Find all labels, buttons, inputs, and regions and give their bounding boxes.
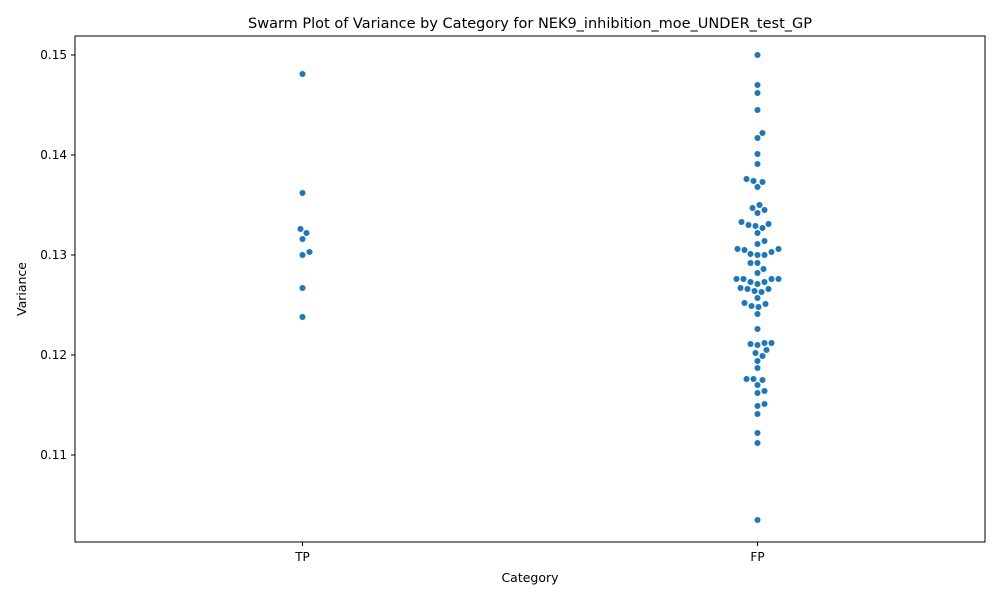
data-point	[754, 381, 761, 389]
data-point	[756, 201, 763, 209]
data-point	[758, 288, 765, 296]
data-point	[747, 250, 754, 258]
data-point	[748, 302, 755, 310]
y-tick-label: 0.15	[40, 48, 67, 62]
data-point	[299, 189, 306, 197]
data-point	[759, 178, 766, 186]
data-point	[754, 209, 761, 217]
data-point	[754, 106, 761, 114]
data-point	[761, 339, 768, 347]
data-point	[754, 259, 761, 267]
y-tick-label: 0.11	[40, 448, 67, 462]
data-point	[761, 251, 768, 259]
data-point	[741, 246, 748, 254]
data-point	[775, 275, 782, 283]
data-point	[754, 429, 761, 437]
data-point	[754, 325, 761, 333]
data-point	[754, 51, 761, 59]
data-point	[759, 129, 766, 137]
plot-frame	[74, 35, 986, 543]
y-axis: 0.11 0.12 0.13 0.14 0.15	[40, 48, 75, 462]
y-axis-label: Variance	[14, 262, 29, 316]
data-point	[754, 269, 761, 277]
data-point	[759, 376, 766, 384]
data-point	[754, 516, 761, 524]
data-point	[744, 285, 751, 293]
data-point	[754, 310, 761, 318]
data-point	[761, 206, 768, 214]
data-points	[297, 51, 782, 524]
x-axis-label: Category	[501, 570, 559, 585]
data-point	[768, 339, 775, 347]
data-point	[754, 240, 761, 248]
data-point	[765, 220, 772, 228]
data-point	[761, 400, 768, 408]
data-point	[754, 251, 761, 259]
data-point	[768, 248, 775, 256]
data-point	[734, 245, 741, 253]
data-point	[754, 160, 761, 168]
data-point	[303, 229, 310, 237]
data-point	[754, 81, 761, 89]
data-point	[299, 70, 306, 78]
y-tick-label: 0.14	[40, 148, 67, 162]
data-point	[299, 251, 306, 259]
data-point	[775, 245, 782, 253]
data-point	[752, 222, 759, 230]
data-point	[762, 300, 769, 308]
data-point	[768, 275, 775, 283]
data-point	[763, 346, 770, 354]
data-point	[754, 89, 761, 97]
y-tick-label: 0.13	[40, 248, 67, 262]
data-point	[759, 352, 766, 360]
data-point	[754, 280, 761, 288]
data-point	[747, 278, 754, 286]
data-point	[741, 299, 748, 307]
data-point	[745, 221, 752, 229]
data-point	[747, 259, 754, 267]
y-tick-label: 0.12	[40, 348, 67, 362]
data-point	[754, 402, 761, 410]
data-point	[740, 275, 747, 283]
data-point	[297, 225, 304, 233]
data-point	[754, 134, 761, 142]
x-axis: TP FP	[294, 542, 765, 564]
data-point	[750, 375, 757, 383]
data-point	[749, 204, 756, 212]
data-point	[761, 237, 768, 245]
data-point	[755, 303, 762, 311]
data-point	[299, 235, 306, 243]
data-point	[299, 313, 306, 321]
data-point	[754, 183, 761, 191]
data-point	[743, 375, 750, 383]
data-point	[765, 285, 772, 293]
data-point	[754, 389, 761, 397]
data-point	[761, 278, 768, 286]
data-point	[306, 248, 313, 256]
data-point	[752, 349, 759, 357]
data-point	[738, 218, 745, 226]
data-point	[761, 387, 768, 395]
data-point	[299, 284, 306, 292]
data-point	[751, 287, 758, 295]
data-point	[759, 224, 766, 232]
x-tick-label: TP	[294, 550, 310, 564]
data-point	[754, 364, 761, 372]
data-point	[754, 439, 761, 447]
data-point	[754, 357, 761, 365]
data-point	[754, 229, 761, 237]
data-point	[750, 177, 757, 185]
data-point	[733, 275, 740, 283]
data-point	[743, 175, 750, 183]
data-point	[754, 294, 761, 302]
data-point	[760, 265, 767, 273]
data-point	[754, 410, 761, 418]
data-point	[754, 341, 761, 349]
data-point	[737, 284, 744, 292]
chart-title: Swarm Plot of Variance by Category for N…	[248, 16, 812, 32]
data-point	[754, 150, 761, 158]
data-point	[747, 340, 754, 348]
x-tick-label: FP	[750, 550, 764, 564]
